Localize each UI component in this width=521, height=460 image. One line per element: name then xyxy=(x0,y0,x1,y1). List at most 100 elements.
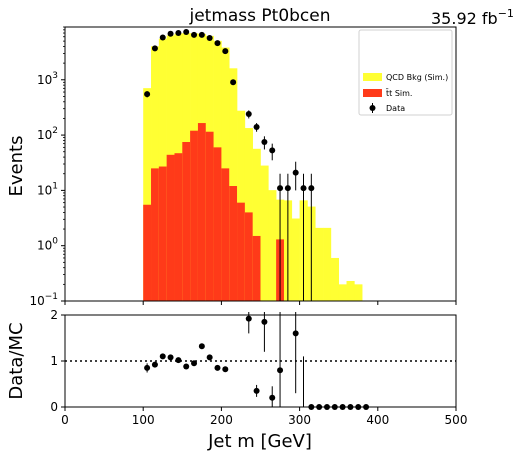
y-tick-exponent: 3 xyxy=(52,71,58,81)
data-point xyxy=(269,147,276,154)
ratio-point xyxy=(214,364,221,371)
ttbar-bar xyxy=(151,168,160,301)
ratio-point xyxy=(191,360,198,367)
qcd-bar xyxy=(354,284,363,301)
data-points xyxy=(144,29,315,301)
qcd-bar xyxy=(323,227,332,301)
ttbar-bar xyxy=(197,123,207,301)
legend-swatch xyxy=(363,73,382,81)
luminosity-label: 35.92 fb−1 xyxy=(431,7,514,28)
data-point xyxy=(206,34,213,41)
legend-marker xyxy=(369,105,376,111)
x-tick-label: 500 xyxy=(445,413,468,427)
ratio-x-axis-ticks: 0 100 200 300 400 500 xyxy=(61,407,467,427)
ttbar-bar xyxy=(143,204,152,301)
qcd-bar xyxy=(143,88,152,301)
ttbar-bar xyxy=(174,153,183,301)
x-tick-label: 100 xyxy=(132,413,155,427)
luminosity-value: 35.92 fb xyxy=(431,9,498,28)
ratio-point xyxy=(144,364,151,371)
data-point xyxy=(261,138,268,145)
main-x-axis-ticks xyxy=(64,301,457,305)
ttbar-bar xyxy=(244,212,253,301)
ttbar-bar xyxy=(237,202,246,301)
ratio-point xyxy=(253,387,260,394)
ttbar-bar xyxy=(213,147,222,301)
data-point xyxy=(198,31,205,38)
y-tick-base: 10 xyxy=(37,183,52,197)
legend-box xyxy=(358,29,453,116)
y-tick-base: 10 xyxy=(37,73,52,87)
y-tick-label: 10−1 xyxy=(29,292,58,308)
ttbar-bar xyxy=(229,186,238,301)
ratio-point xyxy=(277,367,284,374)
qcd-bar xyxy=(315,227,324,301)
ratio-point xyxy=(222,366,229,373)
legend-swatch xyxy=(363,89,382,97)
y-tick-exponent: −1 xyxy=(45,292,58,302)
x-tick-label: 0 xyxy=(61,413,69,427)
data-point xyxy=(144,91,151,98)
y-tick-base: 10 xyxy=(37,239,52,253)
y-tick-exponent: 0 xyxy=(52,237,58,247)
ttbar-bar xyxy=(190,130,199,301)
qcd-bar xyxy=(291,218,300,301)
ratio-point xyxy=(151,361,158,368)
x-tick-label: 200 xyxy=(210,413,233,427)
y-tick-base: 10 xyxy=(37,128,52,142)
data-point xyxy=(284,185,291,192)
legend-label: t̄t Sim. xyxy=(385,88,412,98)
qcd-bar xyxy=(260,165,269,301)
ratio-y-tick-label: 2 xyxy=(50,308,58,322)
y-tick-exponent: 1 xyxy=(52,181,58,191)
ratio-points xyxy=(144,312,370,410)
ratio-y-axis-ticks: 0 1 2 xyxy=(50,308,65,414)
data-point xyxy=(277,185,284,192)
legend-label: Data xyxy=(386,104,405,113)
y-tick-label: 100 xyxy=(37,237,58,253)
data-point xyxy=(151,45,158,52)
qcd-bar xyxy=(268,190,277,301)
ttbar-bar xyxy=(205,131,214,301)
legend: QCD Bkg (Sim.) t̄t Sim. Data xyxy=(358,29,453,116)
y-tick-label: 102 xyxy=(37,126,58,142)
y-tick-label: 103 xyxy=(37,71,58,87)
data-point xyxy=(191,31,198,38)
y-tick-label: 101 xyxy=(37,181,58,197)
ttbar-bar xyxy=(252,235,261,301)
qcd-bar xyxy=(338,284,347,301)
data-point xyxy=(183,29,190,36)
ttbar-bar xyxy=(158,166,167,301)
data-point xyxy=(292,169,299,176)
qcd-bar xyxy=(252,148,261,301)
x-tick-label: 400 xyxy=(366,413,389,427)
qcd-bar xyxy=(330,257,339,301)
data-point xyxy=(308,185,315,192)
chart-title: jetmass Pt0bcen xyxy=(188,6,330,26)
ratio-point xyxy=(269,394,276,401)
ratio-point xyxy=(198,343,205,350)
main-y-axis-label: Events xyxy=(6,136,27,197)
data-point xyxy=(222,48,229,55)
data-point xyxy=(253,123,260,130)
ratio-point xyxy=(245,315,252,322)
ttbar-bar xyxy=(221,168,230,301)
data-point xyxy=(175,30,182,37)
ratio-y-axis-label: Data/MC xyxy=(6,322,27,399)
data-point xyxy=(214,40,221,47)
ttbar-bar xyxy=(182,141,191,301)
ratio-y-tick-label: 1 xyxy=(50,354,58,368)
data-point xyxy=(245,111,252,118)
x-axis-label: Jet m [GeV] xyxy=(207,431,312,452)
y-tick-base: 10 xyxy=(29,294,44,308)
qcd-bar xyxy=(229,68,238,301)
ratio-point xyxy=(292,330,299,337)
ratio-point xyxy=(206,354,213,361)
data-point xyxy=(300,185,307,192)
ratio-y-tick-label: 0 xyxy=(50,400,58,414)
data-point xyxy=(167,30,174,37)
ratio-point xyxy=(183,363,190,370)
